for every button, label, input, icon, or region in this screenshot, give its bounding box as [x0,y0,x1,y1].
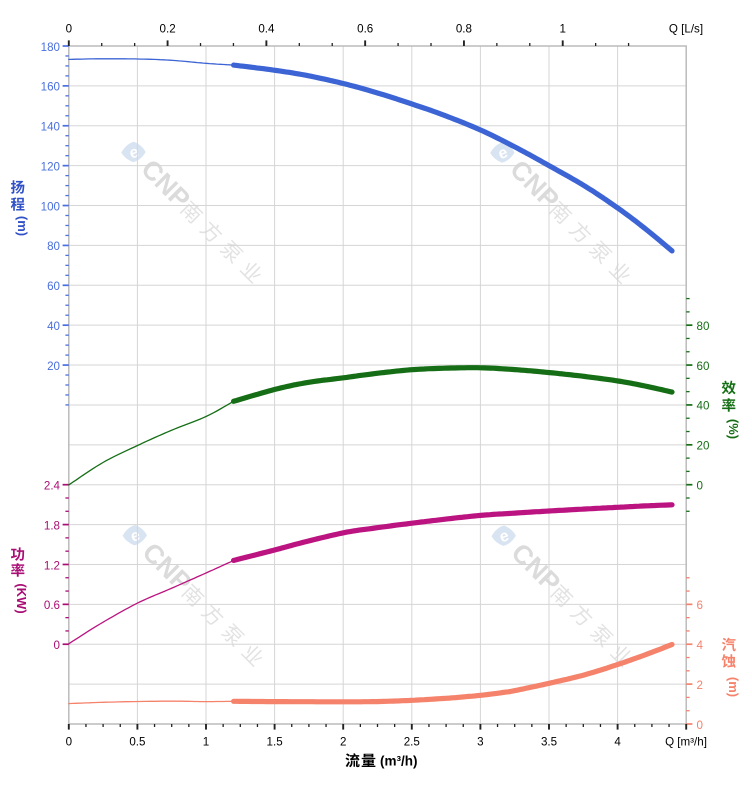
svg-text:(KW): (KW) [14,583,29,613]
svg-text:Q [L/s]: Q [L/s] [669,23,703,36]
svg-text:60: 60 [47,280,60,293]
svg-text:0: 0 [697,480,703,493]
svg-text:100: 100 [41,200,60,213]
svg-text:1.5: 1.5 [267,736,283,749]
svg-text:80: 80 [697,320,710,333]
svg-text:140: 140 [41,121,60,134]
svg-text:(%): (%) [726,419,741,439]
svg-text:1.8: 1.8 [44,519,60,532]
svg-text:40: 40 [47,320,60,333]
svg-text:0.6: 0.6 [44,599,60,612]
svg-text:(m): (m) [726,677,741,697]
svg-text:0.2: 0.2 [160,23,176,36]
svg-text:80: 80 [47,240,60,253]
svg-text:2: 2 [697,679,703,692]
svg-text:0: 0 [54,639,60,652]
svg-text:Q [m³/h]: Q [m³/h] [665,736,707,749]
svg-text:0.8: 0.8 [456,23,472,36]
svg-text:1: 1 [203,736,209,749]
svg-text:3: 3 [477,736,483,749]
svg-text:120: 120 [41,160,60,173]
svg-text:1: 1 [559,23,565,36]
svg-text:3.5: 3.5 [541,736,557,749]
svg-text:180: 180 [41,41,60,54]
svg-text:40: 40 [697,400,710,413]
svg-text:0.4: 0.4 [258,23,275,36]
svg-text:60: 60 [697,360,710,373]
svg-text:2: 2 [340,736,346,749]
svg-text:1.2: 1.2 [44,559,60,572]
svg-text:0: 0 [697,719,703,732]
svg-text:0.5: 0.5 [129,736,145,749]
svg-text:4: 4 [697,639,704,652]
svg-text:20: 20 [47,360,60,373]
svg-text:0: 0 [66,736,72,749]
svg-text:20: 20 [697,440,710,453]
svg-text:0.6: 0.6 [357,23,373,36]
svg-text:6: 6 [697,599,703,612]
svg-text:(m): (m) [15,216,30,236]
svg-text:(m³/h): (m³/h) [380,754,418,769]
svg-text:2.5: 2.5 [404,736,420,749]
svg-text:0: 0 [66,23,72,36]
svg-text:160: 160 [41,81,60,94]
svg-text:2.4: 2.4 [44,480,61,493]
svg-text:4: 4 [614,736,621,749]
